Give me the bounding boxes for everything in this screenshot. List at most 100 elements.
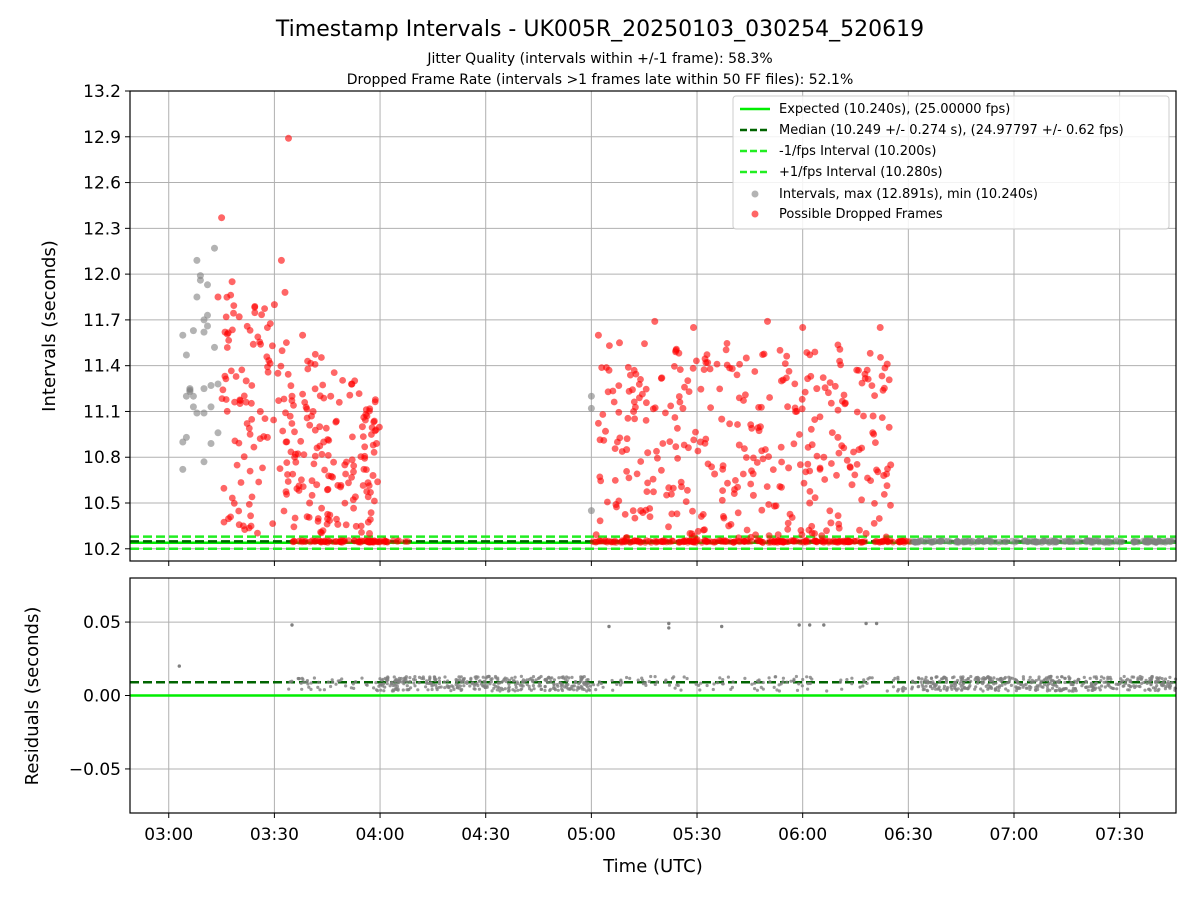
interval-point — [214, 380, 222, 388]
dropped-frame-point — [785, 464, 793, 472]
interval-point — [851, 538, 859, 545]
residual-point — [459, 675, 463, 679]
dropped-frame-point — [735, 441, 743, 449]
residual-point — [560, 687, 564, 691]
dropped-frame-point — [864, 375, 872, 383]
residual-point — [287, 687, 291, 691]
interval-point — [889, 538, 897, 546]
interval-point — [722, 537, 729, 545]
dropped-frame-point — [248, 399, 255, 407]
dropped-frame-point — [221, 372, 229, 380]
residual-point — [458, 678, 462, 682]
residual-outlier-point — [822, 623, 826, 627]
dropped-frame-point — [335, 398, 343, 406]
intervals-y-tick-label: 11.4 — [83, 357, 121, 377]
residual-point — [552, 682, 556, 686]
interval-point — [1130, 537, 1138, 545]
residual-point — [582, 687, 586, 692]
interval-point — [1008, 537, 1016, 545]
dropped-frame-point — [788, 514, 796, 521]
dropped-frame-point — [743, 526, 751, 534]
residual-point — [726, 675, 731, 679]
dropped-frame-point — [324, 510, 331, 518]
dropped-frame-point — [735, 394, 743, 402]
residual-point — [1124, 678, 1128, 683]
dropped-frame-point — [855, 367, 862, 374]
dropped-frame-point — [868, 382, 876, 389]
interval-point — [1153, 538, 1161, 546]
residual-point — [1136, 676, 1140, 680]
dropped-frame-point — [806, 488, 814, 495]
residuals-y-ticks: −0.05 0.00 0.05 — [69, 613, 130, 780]
dropped-frame-point — [361, 452, 369, 460]
residual-point — [1156, 689, 1160, 693]
residual-point — [485, 685, 489, 689]
dropped-frame-point — [633, 470, 641, 478]
residual-point — [945, 686, 950, 690]
dropped-frame-point — [804, 460, 812, 468]
residual-point — [482, 684, 486, 688]
residual-point — [981, 689, 985, 693]
residual-point — [1095, 677, 1099, 681]
dropped-frame-point — [806, 467, 814, 475]
residual-point — [984, 684, 988, 689]
dropped-frame-point — [882, 533, 890, 541]
dropped-frame-point — [726, 420, 733, 428]
dropped-frame-point — [741, 445, 748, 452]
interval-point — [200, 409, 208, 417]
dropped-frame-point — [371, 398, 379, 406]
dropped-frame-point — [675, 393, 683, 400]
residual-point — [950, 687, 954, 691]
residual-point — [1007, 680, 1011, 684]
dropped-frame-point — [806, 499, 814, 507]
dropped-frame-point — [255, 478, 263, 486]
dropped-frame-point — [885, 423, 893, 431]
residual-point — [552, 678, 557, 682]
residual-point — [931, 680, 935, 684]
dropped-frame-point — [735, 534, 742, 542]
residual-point — [585, 689, 589, 693]
dropped-frame-point — [636, 394, 643, 402]
residual-point — [885, 689, 889, 693]
residual-point — [789, 679, 793, 683]
residual-point — [715, 681, 720, 685]
residual-point — [302, 680, 306, 684]
dropped-frame-point — [371, 497, 378, 505]
dropped-frame-point — [798, 395, 806, 403]
dropped-frame-point — [728, 365, 736, 373]
residual-point — [697, 683, 701, 688]
residual-point — [1028, 687, 1032, 692]
residual-point — [1055, 688, 1059, 692]
residual-point — [1067, 689, 1071, 693]
residual-point — [1145, 681, 1149, 686]
intervals-x-ticks — [168, 561, 1121, 566]
residual-point — [460, 687, 464, 692]
residual-point — [513, 675, 517, 679]
interval-point — [341, 537, 349, 545]
dropped-frame-point — [867, 477, 874, 484]
residual-point — [1088, 676, 1092, 681]
dropped-frame-point — [658, 466, 665, 474]
residuals-y-axis-label: Residuals (seconds) — [22, 607, 43, 786]
dropped-frame-point — [232, 373, 240, 380]
dropped-frame-point — [778, 458, 785, 466]
dropped-frame-point — [835, 524, 843, 532]
residual-point — [543, 677, 547, 682]
residual-point — [792, 679, 796, 683]
residual-point — [1014, 678, 1019, 682]
dropped-frame-point — [651, 404, 659, 412]
dropped-frame-point — [225, 337, 233, 344]
residuals-points — [177, 621, 1178, 693]
residual-point — [924, 684, 928, 688]
dropped-frame-point — [311, 385, 319, 393]
residual-point — [1109, 677, 1113, 681]
residual-point — [956, 687, 960, 691]
dropped-frame-point — [725, 522, 733, 530]
interval-point — [207, 382, 215, 389]
residual-point — [679, 688, 683, 692]
dropped-frame-point — [856, 526, 863, 534]
residual-point — [865, 681, 869, 686]
residual-point — [401, 688, 405, 692]
dropped-frame-point — [295, 487, 303, 494]
dropped-frame-point — [880, 472, 888, 479]
